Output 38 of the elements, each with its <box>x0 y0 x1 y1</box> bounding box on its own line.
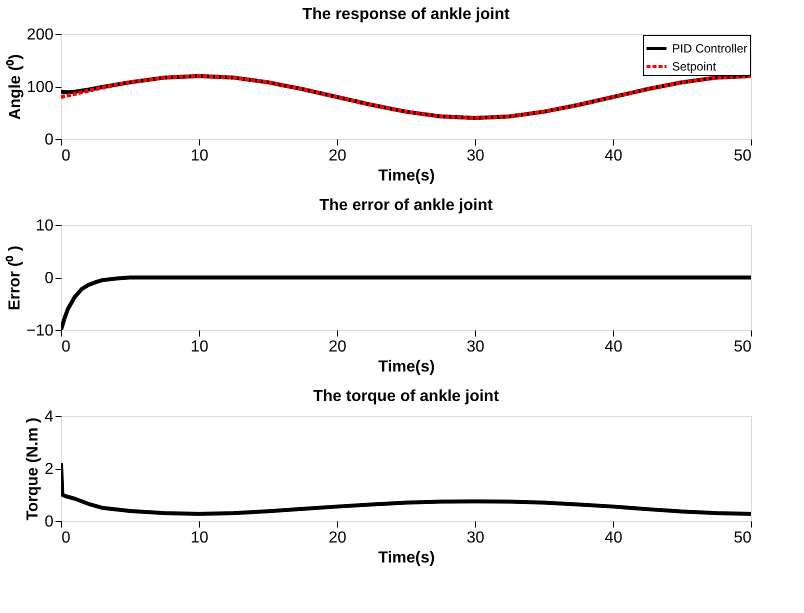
x-tick-label: 20 <box>328 530 346 546</box>
chart-title: The error of ankle joint <box>319 197 494 214</box>
x-tick-label: 50 <box>734 338 752 356</box>
y-axis-title: Error (⁰ ) <box>5 246 24 310</box>
legend-label: Setpoint <box>672 60 717 74</box>
x-tick-label: 40 <box>604 148 622 164</box>
x-tick-label: 10 <box>190 530 208 546</box>
y-tick-label: 0 <box>44 514 54 530</box>
x-tick-label: 30 <box>466 148 484 164</box>
x-tick-label: 50 <box>734 530 752 546</box>
x-tick-label: 30 <box>466 338 484 356</box>
chart-title: The torque of ankle joint <box>313 388 500 405</box>
x-tick-label: 30 <box>466 530 484 546</box>
x-axis-title: Time(s) <box>378 358 435 376</box>
x-tick-label: 40 <box>604 530 622 546</box>
x-axis-title: Time(s) <box>378 550 435 566</box>
y-tick-label: −10 <box>26 322 54 340</box>
y-tick-label: 0 <box>44 270 54 287</box>
x-tick-label: 10 <box>190 338 208 356</box>
y-tick-label: 200 <box>26 26 54 44</box>
y-axis-title: Torque (N.m ) <box>24 418 42 520</box>
y-tick-label: 10 <box>36 218 54 234</box>
y-tick-label: 2 <box>44 461 54 478</box>
x-tick-label: 20 <box>328 148 346 164</box>
x-tick-label: 50 <box>734 148 752 164</box>
y-tick-label: 0 <box>44 132 54 148</box>
y-tick-label: 100 <box>26 79 54 96</box>
chart-title: The response of ankle joint <box>302 6 510 23</box>
x-tick-label: 0 <box>62 338 70 356</box>
legend-label: PID Controller <box>672 42 748 56</box>
x-tick-label: 0 <box>62 148 70 164</box>
x-tick-label: 40 <box>604 338 622 356</box>
y-tick-label: 4 <box>44 408 54 426</box>
x-tick-label: 20 <box>328 338 346 356</box>
y-axis-title: Angle (⁰) <box>6 54 24 120</box>
x-tick-label: 0 <box>62 530 70 546</box>
x-axis-title: Time(s) <box>378 168 435 184</box>
x-tick-label: 10 <box>190 148 208 164</box>
